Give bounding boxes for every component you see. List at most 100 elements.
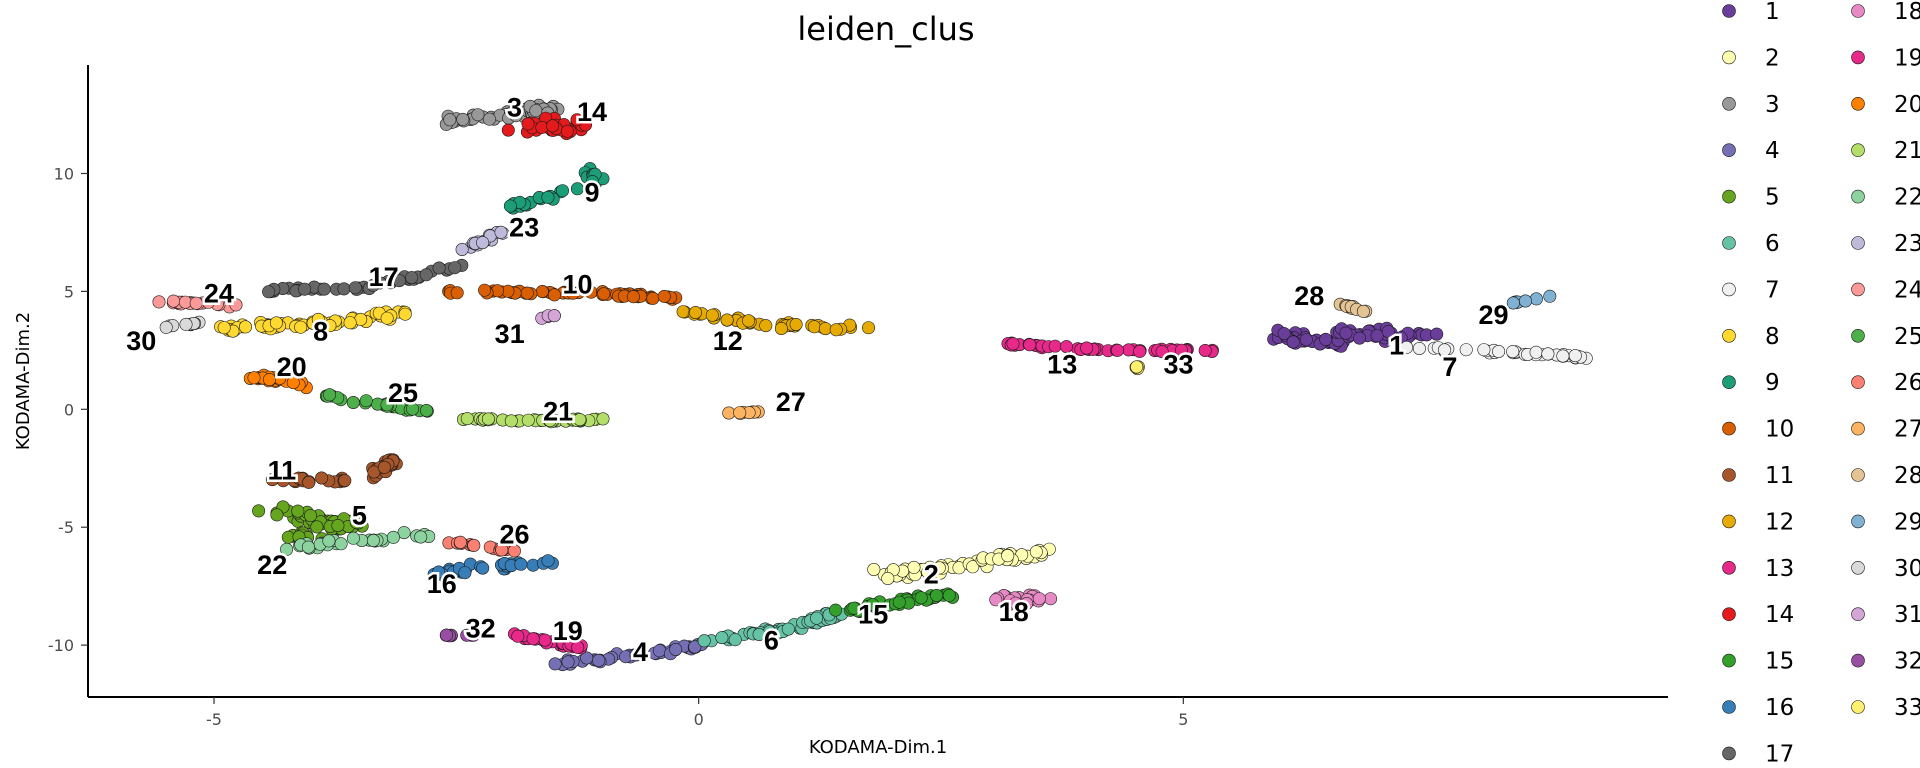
cluster-6-point bbox=[781, 622, 795, 636]
legend-label-31: 31 bbox=[1894, 602, 1920, 628]
cluster-labels-layer: 1234567891011121314151617181920212223242… bbox=[124, 90, 1511, 670]
cluster-21-point bbox=[521, 413, 535, 427]
cluster-label-32: 32 bbox=[466, 614, 496, 644]
cluster-12-point bbox=[861, 321, 875, 335]
cluster-label-11: 11 bbox=[268, 456, 297, 486]
legend-label-20: 20 bbox=[1894, 92, 1920, 118]
cluster-14-point bbox=[546, 119, 560, 133]
cluster-22-point bbox=[322, 534, 336, 548]
cluster-18-point bbox=[989, 593, 1003, 607]
cluster-5-point bbox=[349, 515, 363, 529]
cluster-25-point bbox=[323, 388, 337, 402]
cluster-19-point bbox=[538, 633, 552, 647]
cluster-14-point bbox=[570, 113, 584, 127]
cluster-32-point bbox=[439, 628, 453, 642]
legend-label-16: 16 bbox=[1765, 695, 1794, 721]
cluster-15-point bbox=[847, 601, 861, 615]
cluster-6-point bbox=[697, 634, 711, 648]
cluster-18-point bbox=[1032, 592, 1046, 606]
cluster-label-2: 2 bbox=[924, 559, 939, 589]
cluster-13-point bbox=[1198, 343, 1212, 357]
cluster-13-point bbox=[1060, 340, 1074, 354]
cluster-5-point bbox=[303, 509, 317, 523]
legend-key-4 bbox=[1722, 143, 1736, 157]
cluster-15-point bbox=[930, 588, 944, 602]
legend-key-18 bbox=[1851, 4, 1865, 18]
cluster-20-point bbox=[262, 373, 276, 387]
cluster-25-point bbox=[359, 394, 373, 408]
cluster-4-point bbox=[561, 655, 575, 669]
cluster-8-point bbox=[343, 316, 357, 330]
cluster-8-point bbox=[239, 320, 253, 334]
legend-key-7 bbox=[1722, 282, 1736, 297]
legend-label-24: 24 bbox=[1894, 277, 1920, 303]
legend-key-10 bbox=[1722, 421, 1736, 436]
cluster-2-point bbox=[966, 560, 980, 574]
cluster-12-point bbox=[774, 321, 788, 335]
legend-label-11: 11 bbox=[1765, 463, 1794, 489]
cluster-12-point bbox=[829, 323, 843, 337]
cluster-8-point bbox=[294, 320, 308, 334]
legend-label-22: 22 bbox=[1894, 185, 1920, 211]
cluster-7-point bbox=[1529, 345, 1543, 359]
cluster-label-14: 14 bbox=[577, 97, 607, 127]
cluster-25-point bbox=[419, 403, 433, 417]
cluster-7-point bbox=[1506, 345, 1520, 359]
legend-label-28: 28 bbox=[1894, 463, 1920, 489]
cluster-30-point bbox=[159, 320, 173, 334]
cluster-13-point bbox=[1155, 345, 1169, 359]
y-tick-label: -10 bbox=[48, 636, 74, 655]
legend-key-26 bbox=[1851, 375, 1865, 390]
y-tick-label: 10 bbox=[54, 164, 74, 183]
cluster-17-point bbox=[262, 285, 276, 299]
cluster-13-point bbox=[1175, 343, 1189, 357]
cluster-2-point bbox=[921, 565, 935, 579]
cluster-33-point bbox=[1130, 360, 1144, 374]
legend: 1234567891011121314151617181920212223242… bbox=[1722, 0, 1920, 767]
cluster-17-point bbox=[337, 282, 351, 296]
cluster-7-point bbox=[1438, 343, 1452, 357]
legend-label-17: 17 bbox=[1765, 741, 1794, 767]
y-axis-ticks: -10 -5 0 5 10 bbox=[48, 164, 88, 655]
cluster-8-point bbox=[380, 311, 394, 325]
cluster-21-point bbox=[481, 412, 495, 426]
cluster-29-point bbox=[1519, 294, 1533, 308]
cluster-5-point bbox=[252, 504, 266, 518]
cluster-12-point bbox=[818, 322, 832, 336]
legend-key-15 bbox=[1722, 653, 1736, 668]
legend-label-2: 2 bbox=[1765, 45, 1780, 71]
cluster-label-10: 10 bbox=[562, 269, 592, 299]
cluster-8-point bbox=[269, 316, 283, 330]
cluster-13-point bbox=[1006, 337, 1020, 351]
cluster-12-point bbox=[688, 305, 702, 319]
cluster-3-point bbox=[443, 113, 457, 127]
cluster-25-point bbox=[380, 398, 394, 412]
cluster-1-point bbox=[1299, 333, 1313, 347]
cluster-24-point bbox=[189, 296, 203, 310]
cluster-label-1: 1 bbox=[1389, 331, 1404, 361]
cluster-6-point bbox=[810, 611, 824, 625]
cluster-5-point bbox=[310, 520, 324, 534]
cluster-14-point bbox=[535, 120, 549, 134]
cluster-23-point bbox=[455, 243, 469, 257]
cluster-32-point bbox=[466, 628, 480, 642]
cluster-13-point bbox=[1133, 344, 1147, 358]
legend-key-5 bbox=[1722, 189, 1736, 204]
cluster-11-point bbox=[377, 460, 391, 474]
cluster-17-point bbox=[448, 261, 462, 275]
cluster-28-point bbox=[1356, 304, 1370, 318]
cluster-label-3: 3 bbox=[507, 92, 522, 122]
cluster-17-point bbox=[392, 274, 406, 288]
cluster-21-point bbox=[460, 412, 474, 426]
legend-label-32: 32 bbox=[1894, 649, 1920, 675]
legend-label-27: 27 bbox=[1894, 417, 1920, 443]
cluster-17-point bbox=[298, 282, 312, 296]
legend-label-18: 18 bbox=[1894, 0, 1920, 25]
cluster-29-point bbox=[1506, 296, 1520, 310]
cluster-9-point bbox=[541, 190, 555, 204]
legend-key-20 bbox=[1851, 97, 1865, 111]
cluster-4-point bbox=[548, 657, 562, 671]
cluster-22-point bbox=[366, 533, 380, 547]
cluster-16-point bbox=[514, 557, 528, 571]
cluster-8-point bbox=[311, 312, 325, 326]
